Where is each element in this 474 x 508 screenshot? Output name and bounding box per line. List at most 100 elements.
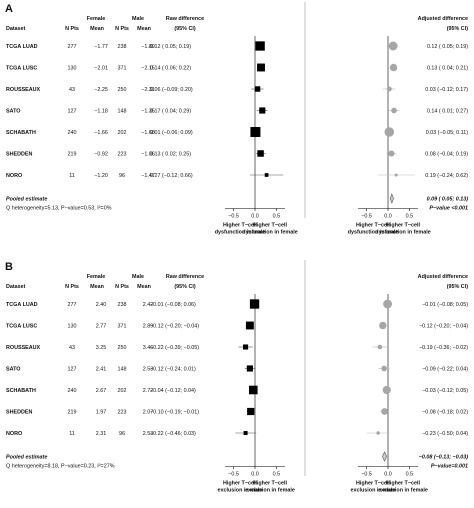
raw-difference-text: 0.01 (−0.06; 0.09) — [150, 130, 193, 136]
adjusted-estimate-circle — [383, 299, 393, 309]
raw-difference-text: −0.01 (−0.08; 0.06) — [150, 302, 196, 308]
adjusted-left-label-line2: exclusion in male — [351, 488, 396, 494]
adjusted-difference-text: 0.03 (−0.05; 0.11) — [426, 130, 469, 136]
pvalue-text: P−value=0.001 — [431, 464, 468, 470]
adjusted-difference-text: −0.09 (−0.22; 0.04) — [422, 367, 468, 373]
raw-estimate-square — [245, 321, 254, 330]
male-npts: 148 — [118, 367, 127, 373]
raw-difference-text: 0.17 ( 0.04; 0.29) — [150, 109, 191, 115]
adjusted-right-label-line2: dysfunction in female — [375, 230, 430, 236]
raw-difference-text: −0.12 (−0.20; −0.04) — [150, 324, 199, 330]
pvalue-text: P−value <0.001 — [429, 206, 468, 212]
raw-estimate-square — [250, 127, 261, 137]
adjusted-difference-text: −0.23 (−0.50; 0.04) — [422, 431, 468, 437]
header-male-npts: N Pts — [115, 284, 129, 290]
female-npts: 127 — [68, 109, 77, 115]
header-raw-ci: (95% CI) — [174, 26, 195, 32]
male-mean: 2.72 — [143, 388, 154, 394]
adjusted-right-label-line2: exclusion in female — [378, 488, 428, 494]
dataset-label: SHEDDEN — [6, 152, 32, 158]
adjusted-difference-text: −0.08 (−0.18; 0.02) — [422, 410, 468, 416]
adjusted-estimate-circle — [389, 63, 398, 72]
adjusted-estimate-circle — [391, 107, 397, 114]
male-npts: 250 — [118, 345, 127, 351]
raw-left-label-line2: dysfunction in male — [215, 230, 266, 236]
dataset-label: SCHABATH — [6, 388, 36, 394]
heterogeneity-text: Q heterogeneity=8.18, P−value=0.23, I²=2… — [6, 464, 115, 470]
adjusted-tick-label: 0.0 — [384, 214, 392, 220]
male-mean: −1.89 — [141, 44, 155, 50]
male-mean: 2.89 — [143, 324, 154, 330]
adjusted-difference-text: 0.14 ( 0.01; 0.27) — [427, 109, 468, 115]
female-mean: −1.18 — [94, 109, 108, 115]
pooled-estimate-diamond — [389, 193, 394, 204]
female-mean: −1.66 — [94, 130, 108, 136]
dataset-label: SHEDDEN — [6, 410, 32, 416]
pooled-estimate-label: Pooled estimate — [6, 455, 47, 461]
male-npts: 223 — [118, 152, 127, 158]
adjusted-difference-text: 0.03 (−0.12; 0.17) — [425, 87, 468, 93]
adjusted-tick-label: −0.5 — [361, 472, 372, 478]
raw-estimate-square — [243, 344, 249, 350]
dataset-label: SATO — [6, 367, 20, 373]
adjusted-tick-label: 0.0 — [384, 472, 392, 478]
female-npts: 43 — [69, 345, 75, 351]
header-female: Female — [87, 16, 106, 22]
dataset-label: NORO — [6, 431, 22, 437]
male-npts: 238 — [118, 44, 127, 50]
raw-left-label-line1: Higher T−cell — [223, 481, 258, 487]
raw-difference-text: 0.27 (−0.12; 0.66) — [150, 173, 193, 179]
panel-label: B — [5, 261, 13, 273]
female-npts: 277 — [68, 44, 77, 50]
raw-estimate-square — [259, 107, 266, 114]
adjusted-estimate-circle — [382, 385, 391, 395]
raw-difference-text: −0.04 (−0.12; 0.04) — [150, 388, 196, 394]
header-adjusted-difference: Adjusted difference — [418, 16, 468, 22]
male-mean: 2.53 — [143, 367, 154, 373]
header-female-mean: Mean — [90, 26, 104, 32]
raw-difference-text: 0.12 ( 0.05; 0.19) — [150, 44, 191, 50]
female-npts: 277 — [68, 302, 77, 308]
header-adjusted-ci: (95% CI) — [447, 284, 468, 290]
raw-tick-label: 0.0 — [251, 472, 259, 478]
adjusted-difference-text: −0.03 (−0.12; 0.05) — [422, 388, 468, 394]
pooled-estimate-text: −0.08 (−0.13; −0.03) — [419, 455, 469, 461]
raw-tick-label: −0.5 — [228, 214, 239, 220]
raw-difference-text: −0.10 (−0.19; −0.01) — [150, 410, 199, 416]
male-npts: 96 — [119, 431, 125, 437]
male-npts: 250 — [118, 87, 127, 93]
male-npts: 202 — [118, 130, 127, 136]
male-mean: −1.47 — [141, 173, 155, 179]
raw-estimate-square — [257, 63, 265, 72]
adjusted-difference-text: 0.08 (−0.04; 0.19) — [425, 152, 468, 158]
adjusted-estimate-circle — [388, 41, 398, 51]
female-mean: 3.25 — [96, 345, 107, 351]
adjusted-right-label-line1: Higher T−cell — [386, 481, 421, 487]
female-mean: −1.20 — [94, 173, 108, 179]
female-mean: −0.92 — [94, 152, 108, 158]
raw-estimate-square — [257, 150, 264, 157]
female-mean: −1.77 — [94, 44, 108, 50]
raw-tick-label: 0.5 — [273, 472, 281, 478]
adjusted-estimate-circle — [376, 431, 380, 435]
dataset-label: ROUSSEAUX — [6, 345, 41, 351]
female-npts: 130 — [68, 324, 77, 330]
dataset-label: NORO — [6, 173, 22, 179]
male-npts: 371 — [118, 66, 127, 72]
dataset-label: ROUSSEAUX — [6, 87, 41, 93]
male-npts: 223 — [118, 410, 127, 416]
adjusted-estimate-circle — [388, 150, 395, 157]
raw-difference-text: 0.06 (−0.09; 0.20) — [150, 87, 193, 93]
header-female-mean: Mean — [90, 284, 104, 290]
male-mean: 2.07 — [143, 410, 154, 416]
adjusted-difference-text: 0.13 ( 0.04; 0.21) — [427, 66, 468, 72]
male-npts: 202 — [118, 388, 127, 394]
header-male: Male — [132, 274, 144, 280]
female-mean: 2.40 — [96, 302, 107, 308]
adjusted-tick-label: 0.5 — [406, 472, 414, 478]
female-npts: 11 — [69, 173, 75, 179]
heterogeneity-text: Q heterogeneity=5.13, P−value=0.53, I²=0… — [6, 206, 112, 212]
raw-tick-label: 0.5 — [273, 214, 281, 220]
dataset-label: SATO — [6, 109, 20, 115]
